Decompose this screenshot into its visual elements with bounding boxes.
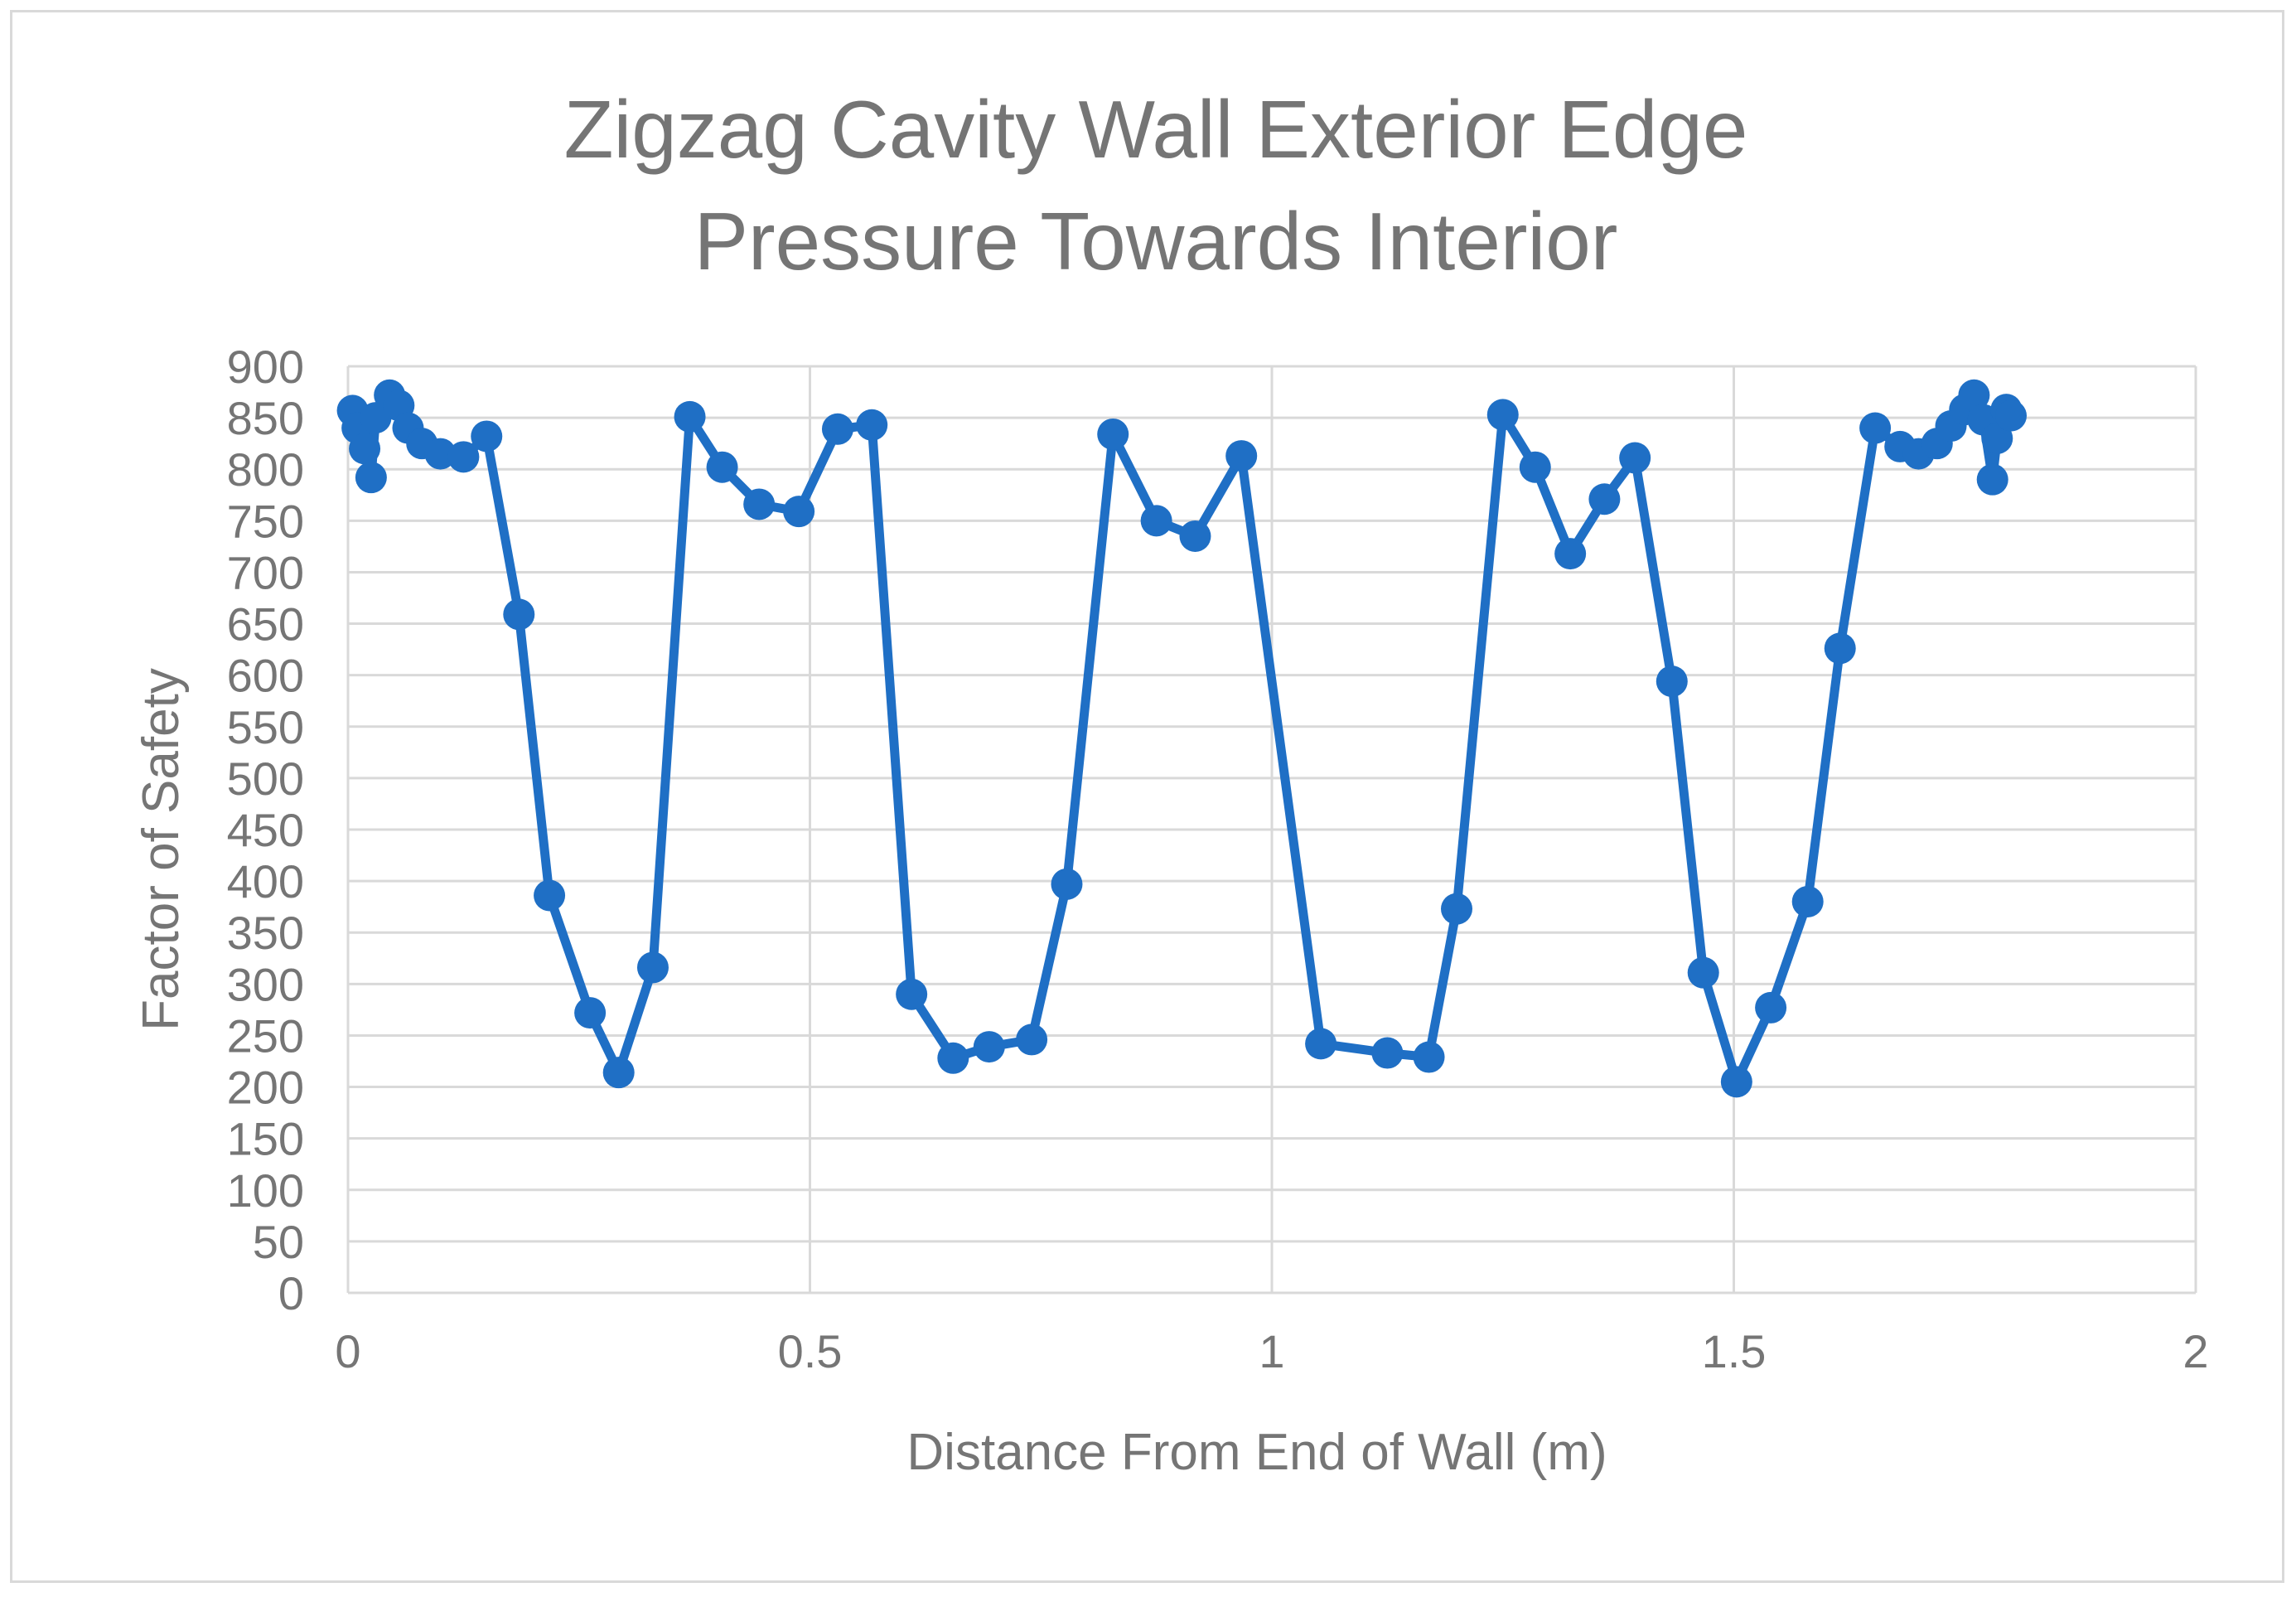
chart-frame: Zigzag Cavity Wall Exterior Edge Pressur… — [10, 10, 2284, 1583]
data-point — [574, 997, 607, 1029]
y-tick-label: 100 — [227, 1164, 304, 1217]
data-point — [1051, 868, 1083, 900]
data-point — [937, 1042, 969, 1074]
y-axis-tick-labels: 0501001502002503003504004505005506006507… — [227, 341, 304, 1319]
data-point — [1140, 505, 1172, 537]
data-point — [1305, 1028, 1337, 1060]
data-point — [424, 438, 457, 470]
data-point — [1554, 538, 1587, 570]
data-point — [896, 978, 928, 1010]
y-tick-label: 850 — [227, 392, 304, 444]
data-point — [534, 879, 566, 912]
chart-title-line-1: Zigzag Cavity Wall Exterior Edge — [564, 84, 1748, 175]
x-tick-label: 2 — [2182, 1325, 2208, 1377]
y-tick-label: 750 — [227, 495, 304, 547]
data-point — [471, 420, 503, 452]
x-tick-label: 1 — [1259, 1325, 1284, 1377]
y-tick-label: 900 — [227, 341, 304, 393]
y-tick-label: 0 — [278, 1267, 304, 1319]
data-point — [706, 451, 738, 483]
y-tick-label: 250 — [227, 1009, 304, 1062]
data-point — [602, 1057, 635, 1089]
y-tick-label: 800 — [227, 443, 304, 496]
data-series — [336, 379, 2027, 1098]
data-point — [1859, 412, 1892, 444]
y-axis-title: Factor of Safety — [133, 668, 190, 1031]
series-line — [348, 390, 2016, 1086]
data-point — [783, 496, 815, 528]
y-tick-label: 200 — [227, 1062, 304, 1114]
data-point — [1588, 483, 1621, 515]
y-tick-label: 500 — [227, 753, 304, 805]
y-tick-label: 50 — [253, 1216, 304, 1268]
chart-title-line-2: Pressure Towards Interior — [694, 196, 1618, 287]
data-point — [1687, 956, 1719, 989]
data-point — [1486, 399, 1519, 431]
data-point — [1097, 418, 1129, 450]
data-point — [1656, 665, 1688, 698]
data-point — [1179, 520, 1211, 552]
y-tick-label: 400 — [227, 855, 304, 907]
data-point — [1720, 1066, 1752, 1098]
data-point — [743, 488, 776, 520]
data-point — [1976, 463, 2008, 496]
y-tick-label: 650 — [227, 598, 304, 651]
gridlines — [348, 365, 2197, 1293]
y-tick-label: 450 — [227, 804, 304, 856]
data-point — [674, 400, 706, 433]
data-point — [821, 413, 853, 445]
data-point — [1824, 632, 1856, 665]
data-point — [1016, 1024, 1048, 1056]
data-point — [1791, 885, 1824, 917]
y-tick-label: 700 — [227, 546, 304, 598]
data-point — [1413, 1041, 1445, 1073]
data-point — [503, 598, 535, 631]
x-axis-tick-labels: 0 0.5 1 1.5 2 — [335, 1325, 2208, 1377]
y-tick-label: 300 — [227, 958, 304, 1010]
data-point — [1225, 440, 1258, 472]
y-tick-label: 350 — [227, 907, 304, 959]
data-point — [1619, 442, 1651, 474]
axes — [346, 366, 2196, 1295]
data-point — [1995, 399, 2027, 432]
data-point — [1441, 893, 1472, 925]
x-axis-title: Distance From End of Wall (m) — [906, 1424, 1607, 1481]
y-tick-label: 150 — [227, 1113, 304, 1165]
data-point — [447, 441, 480, 473]
chart-title: Zigzag Cavity Wall Exterior Edge Pressur… — [564, 84, 1748, 287]
data-point — [355, 462, 387, 494]
data-point — [1519, 451, 1551, 483]
chart-svg: Zigzag Cavity Wall Exterior Edge Pressur… — [133, 84, 2209, 1481]
y-tick-label: 550 — [227, 701, 304, 753]
data-point — [360, 402, 392, 434]
data-point — [1981, 422, 2013, 454]
data-point — [349, 433, 381, 465]
data-point — [1371, 1037, 1404, 1069]
data-point — [1755, 991, 1787, 1024]
data-point — [636, 951, 669, 984]
x-tick-label: 0 — [335, 1325, 360, 1377]
data-point — [973, 1031, 1005, 1063]
y-tick-label: 600 — [227, 650, 304, 702]
data-point — [1958, 379, 1990, 411]
data-point — [856, 409, 888, 441]
x-tick-label: 1.5 — [1702, 1325, 1767, 1377]
x-tick-label: 0.5 — [778, 1325, 843, 1377]
